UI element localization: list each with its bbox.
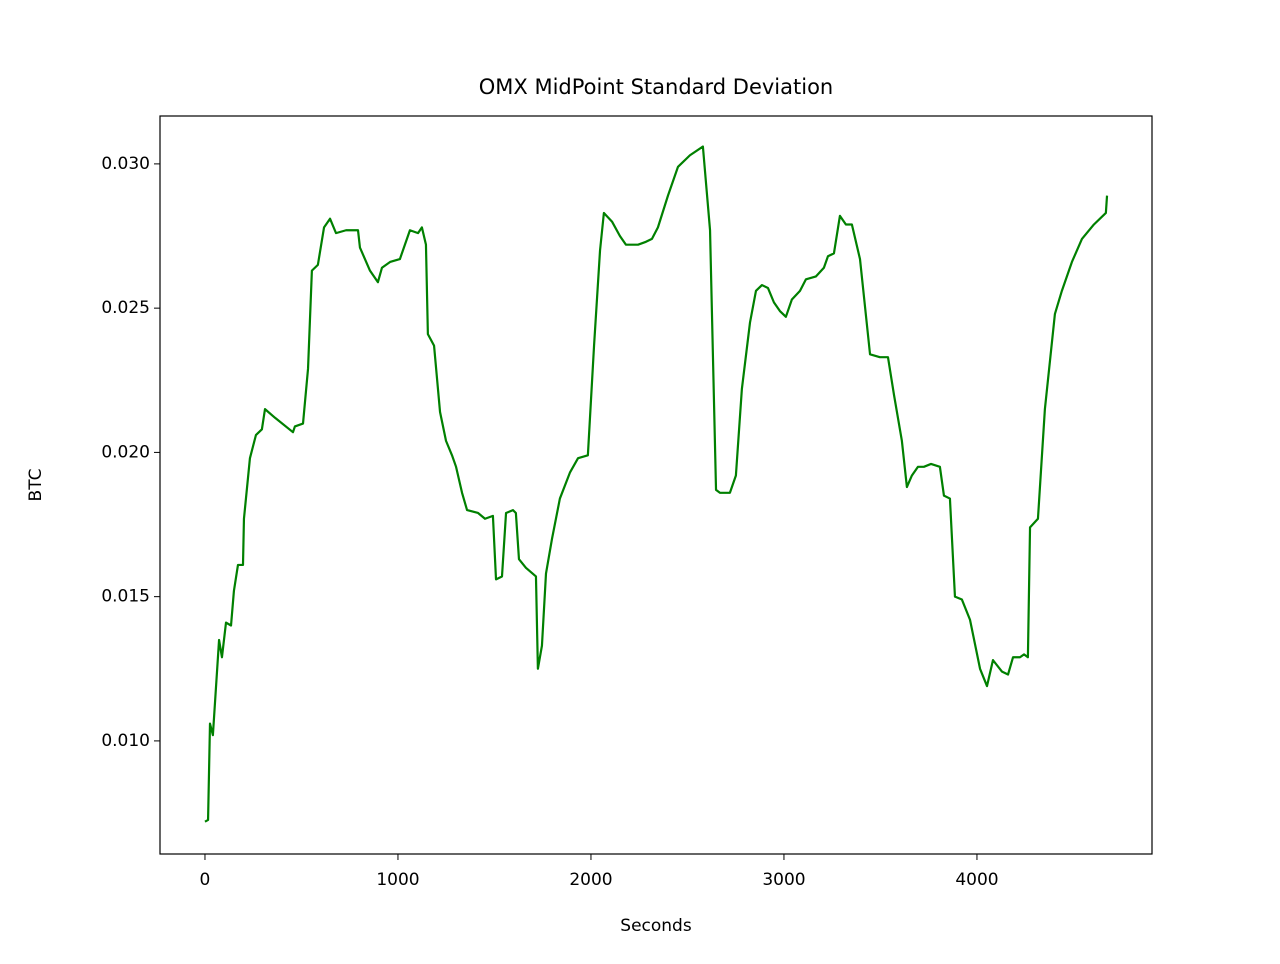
chart-title: OMX MidPoint Standard Deviation [479,75,833,99]
x-tick-label: 1000 [376,870,419,890]
x-axis-label: Seconds [620,916,692,936]
y-tick-label: 0.030 [101,154,150,174]
x-tick-label: 4000 [955,870,998,890]
data-line [204,145,1109,823]
x-tick-label: 2000 [569,870,612,890]
y-axis-label: BTC [26,469,46,502]
y-tick-label: 0.015 [101,587,150,607]
plot-frame [159,115,1153,855]
y-tick-label: 0.025 [101,298,150,318]
y-tick-label: 0.010 [101,731,150,751]
x-tick-label: 3000 [762,870,805,890]
y-tick-label: 0.020 [101,442,150,462]
x-tick-label: 0 [200,870,211,890]
